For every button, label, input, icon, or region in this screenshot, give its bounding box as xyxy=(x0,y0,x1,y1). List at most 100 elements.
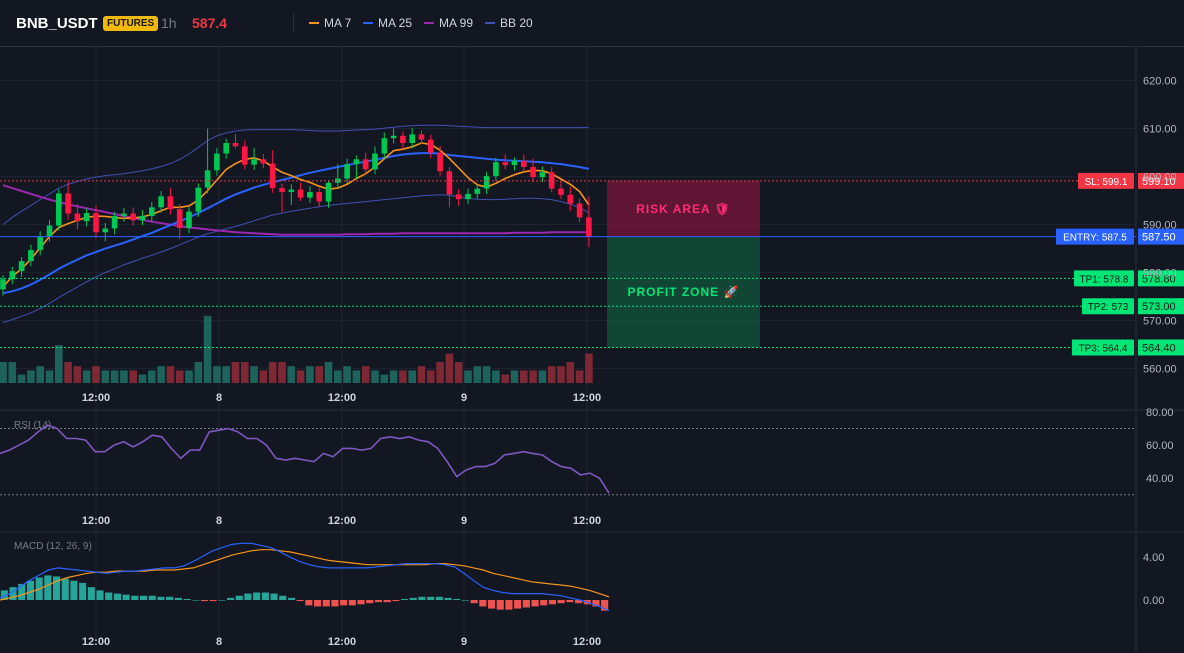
volume-bar xyxy=(0,362,7,383)
candle-body xyxy=(446,171,453,195)
candle-body xyxy=(400,135,406,143)
volume-bar xyxy=(315,366,323,383)
candle-body xyxy=(325,182,332,202)
macd-tick-label: 0.00 xyxy=(1143,595,1164,607)
ma25-line xyxy=(2,152,590,295)
macd-pane[interactable]: MACD (12, 26, 9) 4.00 0.00 xyxy=(0,541,1164,612)
tp3-value-label: 564.40 xyxy=(1142,342,1176,354)
time-tick-label: 8 xyxy=(216,392,222,404)
macd-histogram-bar xyxy=(348,600,356,606)
candle-body xyxy=(65,193,71,214)
macd-histogram-bar xyxy=(270,593,278,600)
candle-body xyxy=(316,191,322,202)
macd-histogram-bar xyxy=(209,600,217,602)
macd-histogram-bar xyxy=(183,598,191,600)
tp2-value-label: 573.00 xyxy=(1142,301,1176,313)
macd-histogram-bar xyxy=(200,600,208,602)
time-tick-label: 12:00 xyxy=(82,515,110,527)
candle-body xyxy=(279,188,285,192)
tp3-value-box xyxy=(1138,339,1184,356)
candle-body xyxy=(9,271,16,280)
time-tick-label: 9 xyxy=(461,515,467,527)
macd-histogram-bar xyxy=(218,600,226,601)
macd-histogram-bar xyxy=(287,597,295,600)
legend-ma25[interactable]: MA 25 xyxy=(363,16,412,30)
macd-histogram-bar xyxy=(18,583,26,600)
macd-histogram-bar xyxy=(461,600,469,601)
macd-histogram-bar xyxy=(531,600,539,607)
risk-area-label: RISK AREA 🛡 xyxy=(636,202,731,216)
legend-bb20[interactable]: BB 20 xyxy=(485,16,533,30)
price-tick-label: 610.00 xyxy=(1143,124,1177,136)
macd-tick-label: 4.00 xyxy=(1143,552,1164,564)
macd-title: MACD (12, 26, 9) xyxy=(14,541,92,552)
legend-ma7-label: MA 7 xyxy=(324,16,352,30)
macd-histogram-bar xyxy=(261,592,269,600)
volume-bar xyxy=(101,370,110,383)
volume-bar xyxy=(501,374,509,383)
legend-ma7[interactable]: MA 7 xyxy=(309,16,351,30)
volume-bar xyxy=(110,370,119,383)
volume-bar xyxy=(343,366,351,383)
macd-histogram-bar xyxy=(166,596,174,600)
volume-bar xyxy=(492,370,500,383)
candle-body xyxy=(502,162,508,166)
rsi-tick-label: 80.00 xyxy=(1146,407,1174,419)
macd-histogram-bar xyxy=(131,595,139,600)
volume-bar xyxy=(92,366,100,383)
ma7-swatch-icon xyxy=(309,21,319,24)
macd-histogram-bar xyxy=(113,593,121,600)
candle-body xyxy=(130,213,136,221)
bollinger-bands xyxy=(2,124,590,323)
time-axis[interactable]: 12:00 8 12:00 9 12:00 12:00 8 12:00 9 12:00 12:00 8… xyxy=(82,392,601,648)
macd-histogram-bar xyxy=(514,600,522,609)
candle-body xyxy=(483,176,490,189)
time-tick-label: 8 xyxy=(216,515,222,527)
candle-body xyxy=(344,164,350,179)
rsi-pane[interactable]: RSI (14) 80.00 60.00 40.00 xyxy=(0,407,1174,496)
volume-bar xyxy=(334,370,342,383)
volume-bar xyxy=(8,362,17,383)
candle-body xyxy=(56,193,62,226)
candle-body xyxy=(576,203,583,218)
legend-ma99[interactable]: MA 99 xyxy=(424,16,473,30)
price-axis[interactable]: 620.00 610.00 600.00 590.00 580.00 570.00 560.… xyxy=(1143,76,1177,376)
trade-zones: RISK AREA 🛡 PROFIT ZONE 🚀 xyxy=(607,180,760,348)
ma99-line xyxy=(2,184,589,236)
volume-bar xyxy=(27,370,35,383)
volume-bar xyxy=(213,366,221,383)
volume-bar xyxy=(371,370,379,383)
volume-bar xyxy=(352,370,361,383)
time-tick-label: 9 xyxy=(461,392,467,404)
entry-tag xyxy=(1056,228,1134,245)
tp2-tag-label: TP2: 573 xyxy=(1088,302,1129,313)
tp1-value-label: 578.80 xyxy=(1142,273,1176,285)
macd-histogram-bar xyxy=(314,600,322,607)
volume-bar xyxy=(231,362,240,383)
volume-bar xyxy=(157,366,165,383)
entry-tag-label: ENTRY: 587.5 xyxy=(1063,233,1127,244)
candle-body xyxy=(18,261,25,272)
macd-histogram-bar xyxy=(61,578,69,600)
candle-body xyxy=(111,215,118,229)
volume-bar xyxy=(585,353,593,383)
candle-body xyxy=(158,196,164,208)
symbol-name[interactable]: BNB_USDT xyxy=(16,15,98,32)
volume-bar xyxy=(17,374,26,383)
sl-value-box xyxy=(1138,172,1184,189)
candle-body xyxy=(149,207,155,216)
candle-body xyxy=(251,159,257,165)
candle-body xyxy=(409,134,415,143)
candle-body xyxy=(186,211,192,228)
volume-bar xyxy=(380,374,389,383)
macd-histogram-bar xyxy=(87,587,95,600)
candle-body xyxy=(37,236,43,251)
volume-bar xyxy=(436,362,444,383)
macd-histogram-bar xyxy=(374,600,382,603)
macd-histogram-bar xyxy=(496,600,504,610)
timeframe-selector[interactable]: 1h xyxy=(161,15,177,31)
macd-line xyxy=(0,542,610,612)
volume-bar xyxy=(408,370,416,383)
macd-histogram-bar xyxy=(192,600,200,601)
